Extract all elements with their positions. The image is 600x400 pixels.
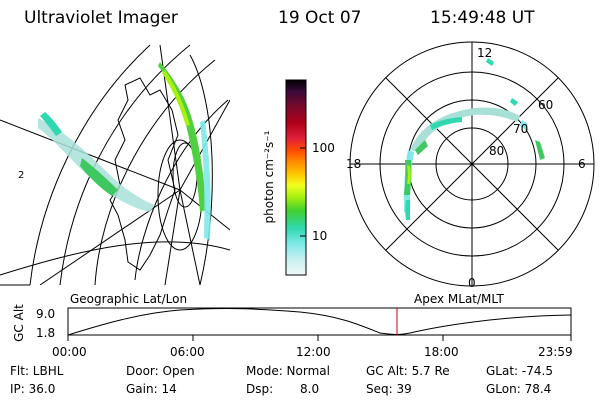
observation-date: 19 Oct 07 <box>278 8 362 28</box>
polar-label-6: 6 <box>578 157 586 171</box>
geographic-title: Geographic Lat/Lon <box>70 292 188 306</box>
info-seq: Seq: 39 <box>366 382 412 396</box>
alt-xtick-6: 06:00 <box>170 345 205 359</box>
info-gc-alt: GC Alt: 5.7 Re <box>366 364 450 378</box>
info-glon: GLon: 78.4 <box>486 382 552 396</box>
info-dsp-label: Dsp: <box>246 382 274 396</box>
map-side-label: 2 <box>18 170 25 181</box>
polar-label-18: 18 <box>346 157 362 171</box>
polar-label-0: 0 <box>468 276 476 290</box>
info-gain: Gain: 14 <box>126 382 177 396</box>
alt-xtick-0: 00:00 <box>52 345 87 359</box>
polar-label-12: 12 <box>477 46 493 60</box>
alt-ylabel: GC Alt <box>12 304 26 342</box>
polar-lat-80: 80 <box>489 144 505 158</box>
observation-time: 15:49:48 UT <box>430 8 535 28</box>
info-filter: Flt: LBHL <box>10 364 64 378</box>
colorbar-tick-10: 10 <box>312 229 328 243</box>
alt-xtick-18: 18:00 <box>424 345 459 359</box>
app-title: Ultraviolet Imager <box>24 8 178 28</box>
info-door: Door: Open <box>126 364 195 378</box>
alt-xtick-12: 12:00 <box>296 345 331 359</box>
polar-lat-60: 60 <box>538 98 554 112</box>
colorbar-tick-100: 100 <box>312 141 335 155</box>
info-mode: Mode: Normal <box>246 364 330 378</box>
info-glat: GLat: -74.5 <box>486 364 553 378</box>
apex-title: Apex MLat/MLT <box>414 292 504 306</box>
info-dsp-value: 8.0 <box>300 382 320 396</box>
alt-ytick-9: 9.0 <box>36 307 56 321</box>
alt-ytick-1_8: 1.8 <box>36 326 56 340</box>
alt-xtick-2359: 23:59 <box>538 345 573 359</box>
polar-lat-70: 70 <box>513 122 529 136</box>
info-ip: IP: 36.0 <box>10 382 56 396</box>
